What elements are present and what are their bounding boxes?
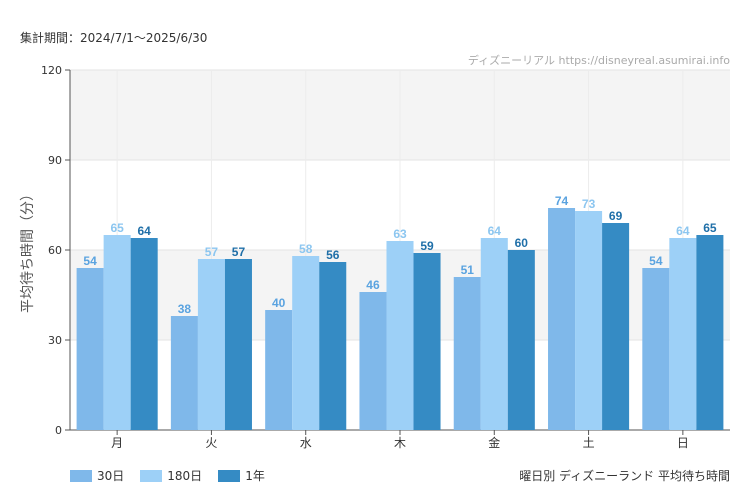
bar (292, 256, 320, 430)
legend-item: 30日 (70, 467, 124, 484)
bar-value-label: 54 (83, 254, 97, 268)
bar-value-label: 69 (609, 209, 623, 223)
x-tick-label: 木 (394, 436, 406, 450)
bar (130, 238, 158, 430)
bar-value-label: 40 (272, 296, 286, 310)
y-tick-label: 90 (48, 154, 62, 167)
legend-item: 180日 (140, 467, 202, 484)
period-text: 集計期間：2024/7/1〜2025/6/30 (20, 31, 208, 45)
bar-value-label: 64 (676, 224, 690, 238)
bar (359, 292, 387, 430)
bar (696, 235, 724, 430)
bar-value-label: 59 (420, 239, 434, 253)
bar-value-label: 73 (582, 197, 596, 211)
bar-value-label: 46 (366, 278, 380, 292)
legend-item: 1年 (218, 467, 265, 484)
watermark: ディズニーリアル https://disneyreal.asumirai.inf… (468, 53, 730, 67)
period-label: 集計期間：2024/7/1〜2025/6/30 (20, 29, 207, 46)
bar (413, 253, 441, 430)
x-tick-label: 土 (583, 436, 595, 450)
legend-swatch (140, 469, 163, 482)
y-tick-label: 120 (41, 64, 62, 77)
bar (386, 241, 414, 430)
bar (602, 223, 630, 430)
bar-value-label: 64 (488, 224, 502, 238)
bar-value-label: 58 (299, 242, 313, 256)
y-tick-label: 30 (48, 334, 62, 347)
bar (319, 262, 347, 430)
legend-label: 30日 (97, 469, 125, 483)
chart-caption: 曜日別 ディズニーランド 平均待ち時間 (519, 469, 730, 483)
bar-value-label: 65 (110, 221, 124, 235)
x-tick-label: 日 (677, 436, 689, 450)
x-tick-label: 月 (111, 436, 123, 450)
bar (197, 259, 225, 430)
bar-value-label: 56 (326, 248, 340, 262)
bar-value-label: 74 (555, 194, 569, 208)
bar (480, 238, 508, 430)
bar (170, 316, 198, 430)
bar-value-label: 57 (232, 245, 246, 259)
y-tick-label: 60 (48, 244, 62, 257)
legend-swatch (70, 469, 92, 482)
bar (642, 268, 670, 430)
legend-label: 180日 (167, 469, 203, 483)
bar-value-label: 54 (649, 254, 663, 268)
bar (548, 208, 576, 430)
bar-value-label: 38 (178, 302, 192, 316)
x-tick-label: 火 (205, 436, 217, 450)
bar (103, 235, 131, 430)
bar (453, 277, 481, 430)
bar-value-label: 64 (137, 224, 151, 238)
y-tick-label: 0 (55, 424, 62, 437)
chart-legend: 30日 180日 1年 (70, 467, 265, 484)
x-tick-label: 金 (488, 435, 500, 450)
bar (76, 268, 104, 430)
bar (575, 211, 603, 430)
bar (265, 310, 293, 430)
bar-value-label: 65 (703, 221, 717, 235)
bar-value-label: 63 (393, 227, 407, 241)
legend-label: 1年 (245, 469, 265, 483)
bar-value-label: 57 (205, 245, 219, 259)
legend-swatch (218, 469, 241, 482)
bar (224, 259, 252, 430)
bar (507, 250, 535, 430)
bar-value-label: 60 (515, 236, 529, 250)
bar (669, 238, 697, 430)
y-axis-label: 平均待ち時間（分） (20, 187, 36, 313)
x-tick-label: 水 (300, 436, 312, 450)
bar-value-label: 51 (461, 263, 475, 277)
